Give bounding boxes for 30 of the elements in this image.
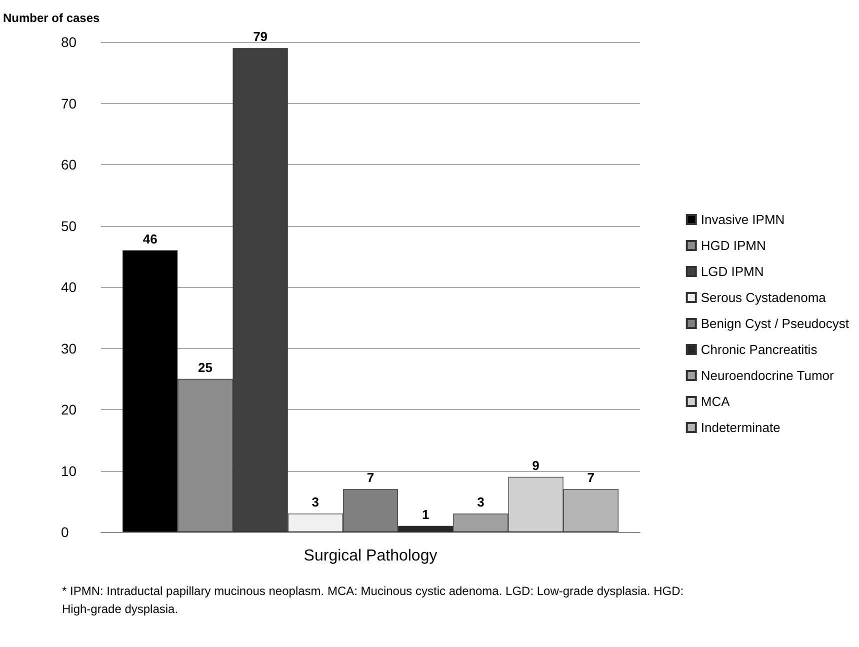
- data-label: 3: [312, 494, 320, 510]
- y-tick-label: 30: [61, 340, 77, 356]
- y-tick-label: 80: [61, 34, 77, 50]
- x-tick-label: Surgical Pathology: [304, 548, 438, 564]
- y-tick-label: 60: [61, 156, 77, 172]
- data-label: 25: [198, 360, 212, 375]
- y-axis-title: Number of cases: [3, 11, 100, 25]
- legend-label: Invasive IPMN: [700, 212, 785, 227]
- legend-label: Benign Cyst / Pseudocyst: [700, 316, 850, 331]
- text: * IPMN: Intraductal papillary mucinous neoplasm. MCA: Mucinous cystic adenoma. LGD: Low-grade dysplasia. HGD: High-grade dysplasia.: [62, 584, 687, 616]
- y-tick-label: 70: [61, 95, 77, 112]
- legend-label: Chronic Pancreatitis: [700, 342, 818, 357]
- data-label: 7: [366, 470, 374, 486]
- data-label: 46: [142, 231, 158, 246]
- legend-label: Serous Cystadenoma: [700, 290, 827, 305]
- data-label: 79: [253, 29, 268, 44]
- legend-label: Indeterminate: [700, 420, 780, 435]
- y-tick-label: 50: [61, 218, 77, 234]
- legend-label: HGD IPMN: [700, 238, 766, 253]
- data-label: 9: [532, 458, 540, 473]
- data-label: 3: [477, 494, 484, 510]
- data-label: 1: [422, 506, 430, 522]
- legend-label: LGD IPMN: [700, 264, 764, 279]
- y-tick-label: 20: [61, 402, 77, 418]
- legend-label: Neuroendocrine Tumor: [700, 368, 834, 383]
- data-label: 7: [587, 470, 595, 486]
- y-tick-label: 0: [61, 524, 69, 540]
- y-tick-label: 40: [61, 279, 77, 295]
- legend-label: MCA: [700, 394, 730, 409]
- y-tick-label: 10: [61, 462, 77, 479]
